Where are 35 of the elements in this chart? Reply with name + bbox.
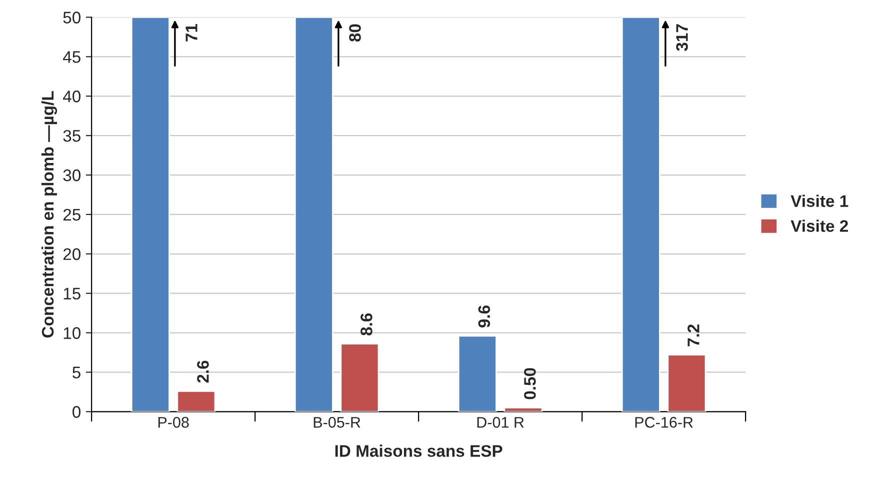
y-tick-label: 50	[63, 12, 80, 24]
y-tick-label: 35	[63, 130, 80, 142]
bar	[621, 17, 660, 412]
y-tick-label: 10	[64, 327, 80, 339]
annotation: 71	[186, 24, 198, 42]
data-label: 0.50	[524, 368, 536, 400]
bar	[176, 390, 216, 412]
x-axis-title: ID Maisons sans ESP	[335, 444, 502, 457]
annotation: 80	[349, 24, 361, 42]
x-tick-label: D-01 R	[477, 416, 524, 428]
y-tick-label: 15	[64, 288, 80, 300]
y-tick-label: 0	[72, 406, 80, 418]
x-tick-label: PC-16-R	[635, 416, 693, 428]
bar	[458, 335, 497, 412]
legend-label: Visite 2	[790, 220, 848, 232]
data-label: 9.6	[478, 305, 490, 328]
annotation: 317	[676, 24, 688, 51]
data-label: 2.6	[197, 360, 209, 383]
y-tick-label: 5	[72, 366, 80, 378]
bar	[504, 407, 543, 412]
bar	[340, 343, 380, 412]
y-tick-label: 45	[62, 51, 80, 63]
y-tick-label: 30	[63, 169, 80, 182]
bar	[130, 17, 170, 412]
bar	[294, 17, 334, 412]
data-label: 8.6	[360, 313, 372, 336]
x-tick-label: P-08	[158, 416, 189, 428]
y-tick-label: 40	[62, 90, 80, 102]
y-tick-label: 25	[63, 208, 80, 221]
x-tick-label: B-05-R	[314, 416, 360, 428]
y-tick-label: 20	[63, 248, 80, 260]
bar	[667, 354, 706, 412]
legend-label: Visite 1	[790, 194, 848, 207]
y-axis-title: Concentration en plomb —µg/L	[41, 91, 58, 338]
data-label: 7.2	[688, 324, 700, 346]
